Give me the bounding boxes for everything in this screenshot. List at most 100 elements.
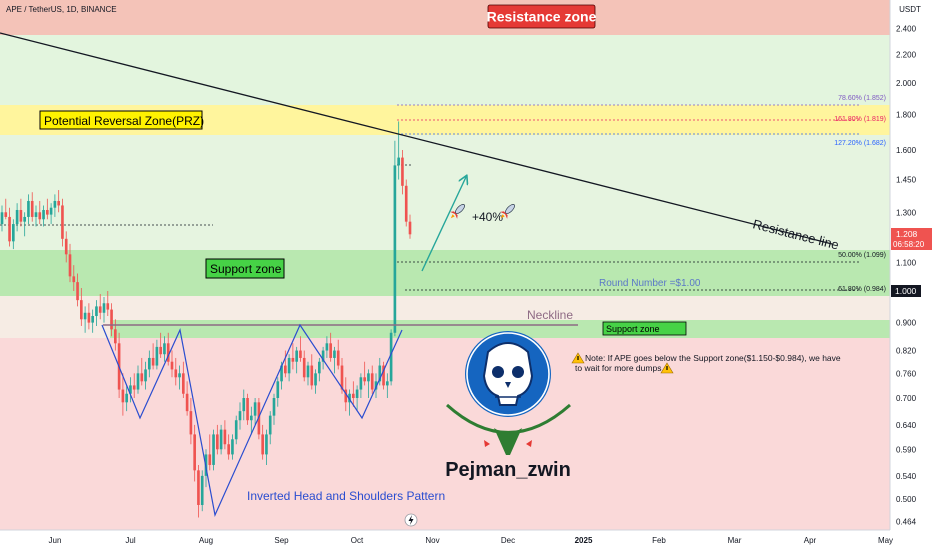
- price-axis[interactable]: [890, 0, 932, 530]
- rocket-icon: [450, 204, 465, 219]
- candle-body: [359, 377, 363, 390]
- candle: [359, 373, 363, 398]
- candle: [197, 464, 200, 518]
- candle-body: [106, 303, 110, 310]
- candle: [200, 470, 204, 512]
- time-tick-label: Sep: [274, 536, 289, 545]
- candle: [382, 361, 385, 390]
- candle: [98, 294, 102, 320]
- candle: [163, 336, 166, 362]
- price-tick-label: 1.300: [896, 208, 917, 217]
- price-tick-label: 0.820: [896, 347, 917, 356]
- candle: [0, 205, 4, 232]
- candle-body: [344, 389, 348, 403]
- candle: [106, 291, 110, 317]
- candle-body: [125, 393, 128, 403]
- price-tick-label: 1.600: [896, 146, 917, 155]
- candle-body: [367, 373, 370, 382]
- candle-body: [299, 350, 302, 358]
- candle-body: [178, 373, 181, 378]
- candle: [386, 373, 389, 398]
- candle-body: [42, 209, 45, 220]
- candle: [95, 300, 98, 326]
- candle: [46, 198, 49, 220]
- candle-body: [182, 373, 185, 394]
- candle: [265, 429, 268, 465]
- pattern-label: Inverted Head and Shoulders Pattern: [247, 489, 445, 503]
- candle: [91, 309, 94, 333]
- candle: [42, 205, 45, 227]
- candle: [174, 357, 178, 386]
- candle-body: [306, 365, 310, 378]
- projection-arrow[interactable]: [421, 177, 466, 272]
- candle-body: [34, 212, 38, 217]
- candle: [53, 194, 57, 217]
- candle-body: [227, 444, 230, 455]
- candle-body: [355, 389, 359, 398]
- candle-body: [234, 420, 238, 440]
- symbol-header: APE / TetherUS, 1D, BINANCE: [6, 5, 117, 14]
- head-and-shoulders-pattern-line[interactable]: [101, 323, 403, 517]
- candle: [268, 411, 272, 445]
- candle: [393, 140, 397, 337]
- price-tick-label: 0.760: [896, 369, 917, 378]
- candle: [34, 205, 38, 227]
- candle-body: [80, 300, 83, 320]
- candle-body: [363, 377, 366, 382]
- small-support-zone-label: Support zone: [602, 321, 687, 336]
- candle: [61, 198, 64, 247]
- price-tick-label: 0.700: [896, 394, 917, 403]
- candle: [15, 203, 19, 232]
- candle-body: [193, 434, 196, 471]
- resistance-trendline[interactable]: [0, 32, 833, 245]
- candle: [276, 377, 280, 407]
- candle-body: [295, 350, 298, 362]
- time-tick-label: 2025: [575, 536, 593, 545]
- candle-body: [370, 373, 374, 390]
- time-axis[interactable]: [0, 530, 932, 550]
- candle: [333, 346, 336, 374]
- candle: [129, 377, 132, 403]
- candle-body: [276, 381, 280, 398]
- candle: [287, 354, 291, 382]
- time-axis-ticks: Jun Jul Aug Sep Oct Nov Dec 2025 Feb Mar Apr May: [49, 536, 894, 545]
- candle-body: [208, 454, 212, 465]
- flash-icon[interactable]: [404, 513, 418, 527]
- candle-body: [325, 343, 329, 351]
- resistance-zone-text: Resistance zone: [487, 9, 597, 25]
- candle-body: [87, 312, 91, 323]
- candle-body: [242, 398, 246, 412]
- candle-body: [72, 276, 76, 283]
- candle: [72, 265, 76, 291]
- note-line-2: to wait for more dumps: [575, 363, 661, 373]
- candle: [367, 369, 370, 398]
- candle-body: [257, 402, 261, 435]
- candle: [370, 365, 374, 394]
- candle: [12, 219, 15, 250]
- price-tick-label: 0.900: [896, 319, 917, 328]
- candle-body: [401, 157, 404, 186]
- time-tick-label: Mar: [728, 536, 742, 545]
- candle: [227, 434, 230, 460]
- fib-label-1618: 161.80% (1.819): [834, 116, 886, 123]
- candle-body: [129, 385, 132, 394]
- candle: [318, 357, 321, 382]
- price-tick-label: 0.540: [896, 472, 917, 481]
- mid-green-band: [0, 135, 890, 250]
- candle: [216, 424, 219, 455]
- candle: [246, 393, 249, 425]
- candle-body: [91, 316, 94, 323]
- candle: [151, 343, 155, 370]
- candle-body: [189, 411, 193, 435]
- candle-body: [140, 373, 144, 382]
- time-tick-label: Feb: [652, 536, 666, 545]
- time-tick-label: Jun: [49, 536, 62, 545]
- fib-label-786: 78.60% (1.852): [838, 95, 886, 102]
- candle: [23, 212, 26, 237]
- candle-body: [38, 212, 42, 220]
- candle-body: [321, 350, 325, 362]
- candle-body: [246, 398, 249, 421]
- candle-body: [408, 221, 412, 235]
- time-tick-label: Apr: [804, 536, 817, 545]
